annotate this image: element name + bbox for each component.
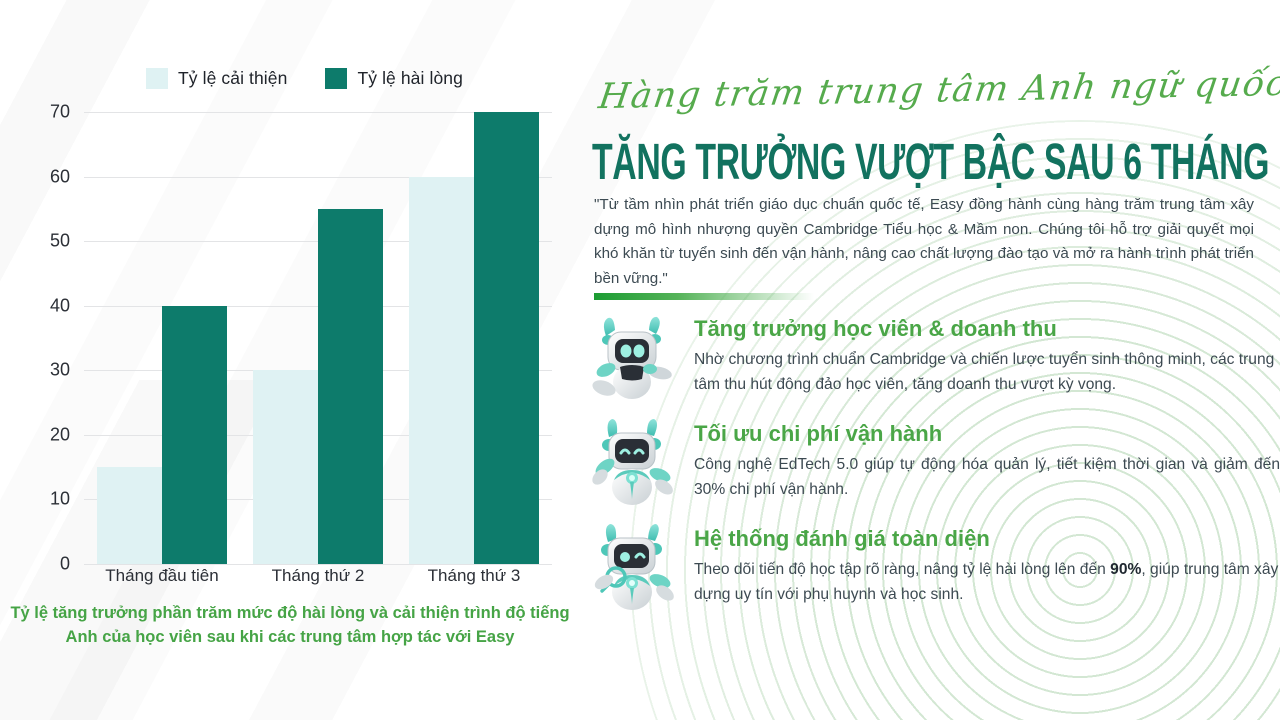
robot-mascot-magnifier-icon-svg	[594, 524, 674, 610]
chart-panel: Tỷ lệ cải thiện Tỷ lệ hài lòng 0 10 20 30 40…	[0, 0, 580, 720]
feature-item-cost: Tối ưu chi phí vận hành Công nghệ EdTech…	[584, 415, 1280, 511]
chart-caption: Tỷ lệ tăng trưởng phần trăm mức độ hài l…	[10, 604, 570, 646]
robot-mascot-tablet-icon	[584, 310, 680, 406]
content-panel: Hàng trăm trung tâm Anh ngữ quốc tế TĂNG…	[584, 0, 1280, 720]
chart-bar	[97, 467, 162, 564]
feature-body-assessment: Theo dõi tiến độ học tập rõ ràng, nâng t…	[694, 561, 1279, 603]
feature-title-cost: Tối ưu chi phí vận hành	[694, 421, 943, 446]
chart-x-tick-label: Tháng thứ 3	[427, 566, 521, 585]
chart-y-tick-label: 10	[49, 488, 70, 509]
chart-y-tick-label: 0	[59, 553, 70, 574]
feature-text-cost: Tối ưu chi phí vận hành Công nghệ EdTech…	[694, 415, 1280, 511]
chart-y-tick-label: 40	[49, 295, 70, 316]
chart-bar	[162, 305, 227, 564]
feature-title-assessment: Hệ thống đánh giá toàn diện	[694, 526, 990, 551]
robot-mascot-smile-icon	[584, 415, 680, 511]
chart-legend: Tỷ lệ cải thiện Tỷ lệ hài lòng	[146, 68, 463, 89]
chart-y-tick-label: 60	[49, 166, 70, 187]
legend-item-satisfaction: Tỷ lệ hài lòng	[325, 68, 463, 89]
legend-swatch-satisfaction	[325, 68, 348, 89]
chart-bar-group	[396, 112, 552, 564]
feature-body-cost: Công nghệ EdTech 5.0 giúp tự động hóa qu…	[694, 456, 1280, 498]
feature-body-growth: Nhờ chương trình chuẩn Cambridge và chiế…	[694, 351, 1275, 393]
gradient-divider	[594, 293, 814, 300]
chart-gridline: 0	[60, 554, 552, 574]
feature-item-assessment: Hệ thống đánh giá toàn diện Theo dõi tiế…	[584, 520, 1280, 616]
chart-x-tick-label: Tháng thứ 2	[271, 566, 365, 585]
feature-list: Tăng trưởng học viên & doanh thu Nhờ chư…	[584, 310, 1280, 616]
chart-bar	[474, 112, 539, 564]
legend-label-improvement: Tỷ lệ cải thiện	[178, 68, 288, 88]
chart-bar-groups	[84, 112, 552, 564]
chart-bar	[409, 176, 474, 564]
feature-title-growth: Tăng trưởng học viên & doanh thu	[694, 316, 1057, 341]
feature-item-growth: Tăng trưởng học viên & doanh thu Nhờ chư…	[584, 310, 1280, 406]
legend-label-satisfaction: Tỷ lệ hài lòng	[357, 68, 463, 88]
legend-item-improvement: Tỷ lệ cải thiện	[146, 68, 287, 89]
feature-text-assessment: Hệ thống đánh giá toàn diện Theo dõi tiế…	[694, 520, 1280, 616]
chart-gridline: 60	[50, 166, 552, 186]
chart-y-tick-label: 30	[49, 359, 70, 380]
quote-paragraph: "Từ tầm nhìn phát triển giáo dục chuẩn q…	[594, 196, 1254, 287]
chart-x-axis-labels: Tháng đầu tiên Tháng thứ 2 Tháng thứ 3	[84, 566, 552, 586]
main-headline: TĂNG TRƯỞNG VƯỢT BẬC SAU 6 THÁNG	[592, 132, 1270, 191]
chart-bar	[318, 208, 383, 564]
chart-gridline: 70	[50, 102, 552, 122]
chart-x-tick-label: Tháng đầu tiên	[105, 566, 219, 585]
feature-body-highlight: 90%	[1110, 561, 1142, 579]
robot-mascot-smile-icon-svg	[592, 419, 673, 505]
chart-plot-area: 0 10 20 30 40 50 60 70	[50, 102, 552, 574]
chart-bar-group	[84, 112, 240, 564]
robot-mascot-magnifier-icon	[584, 520, 680, 616]
chart-bar-group	[240, 112, 396, 564]
legend-swatch-improvement	[146, 68, 168, 89]
chart-y-tick-label: 20	[49, 424, 70, 445]
chart-bar	[253, 370, 318, 564]
chart-y-tick-label: 70	[49, 101, 70, 122]
chart-y-tick-label: 50	[49, 230, 70, 251]
robot-mascot-tablet-icon-svg	[592, 316, 672, 399]
feature-text-growth: Tăng trưởng học viên & doanh thu Nhờ chư…	[694, 310, 1280, 406]
script-headline: Hàng trăm trung tâm Anh ngữ quốc tế	[596, 62, 1280, 118]
